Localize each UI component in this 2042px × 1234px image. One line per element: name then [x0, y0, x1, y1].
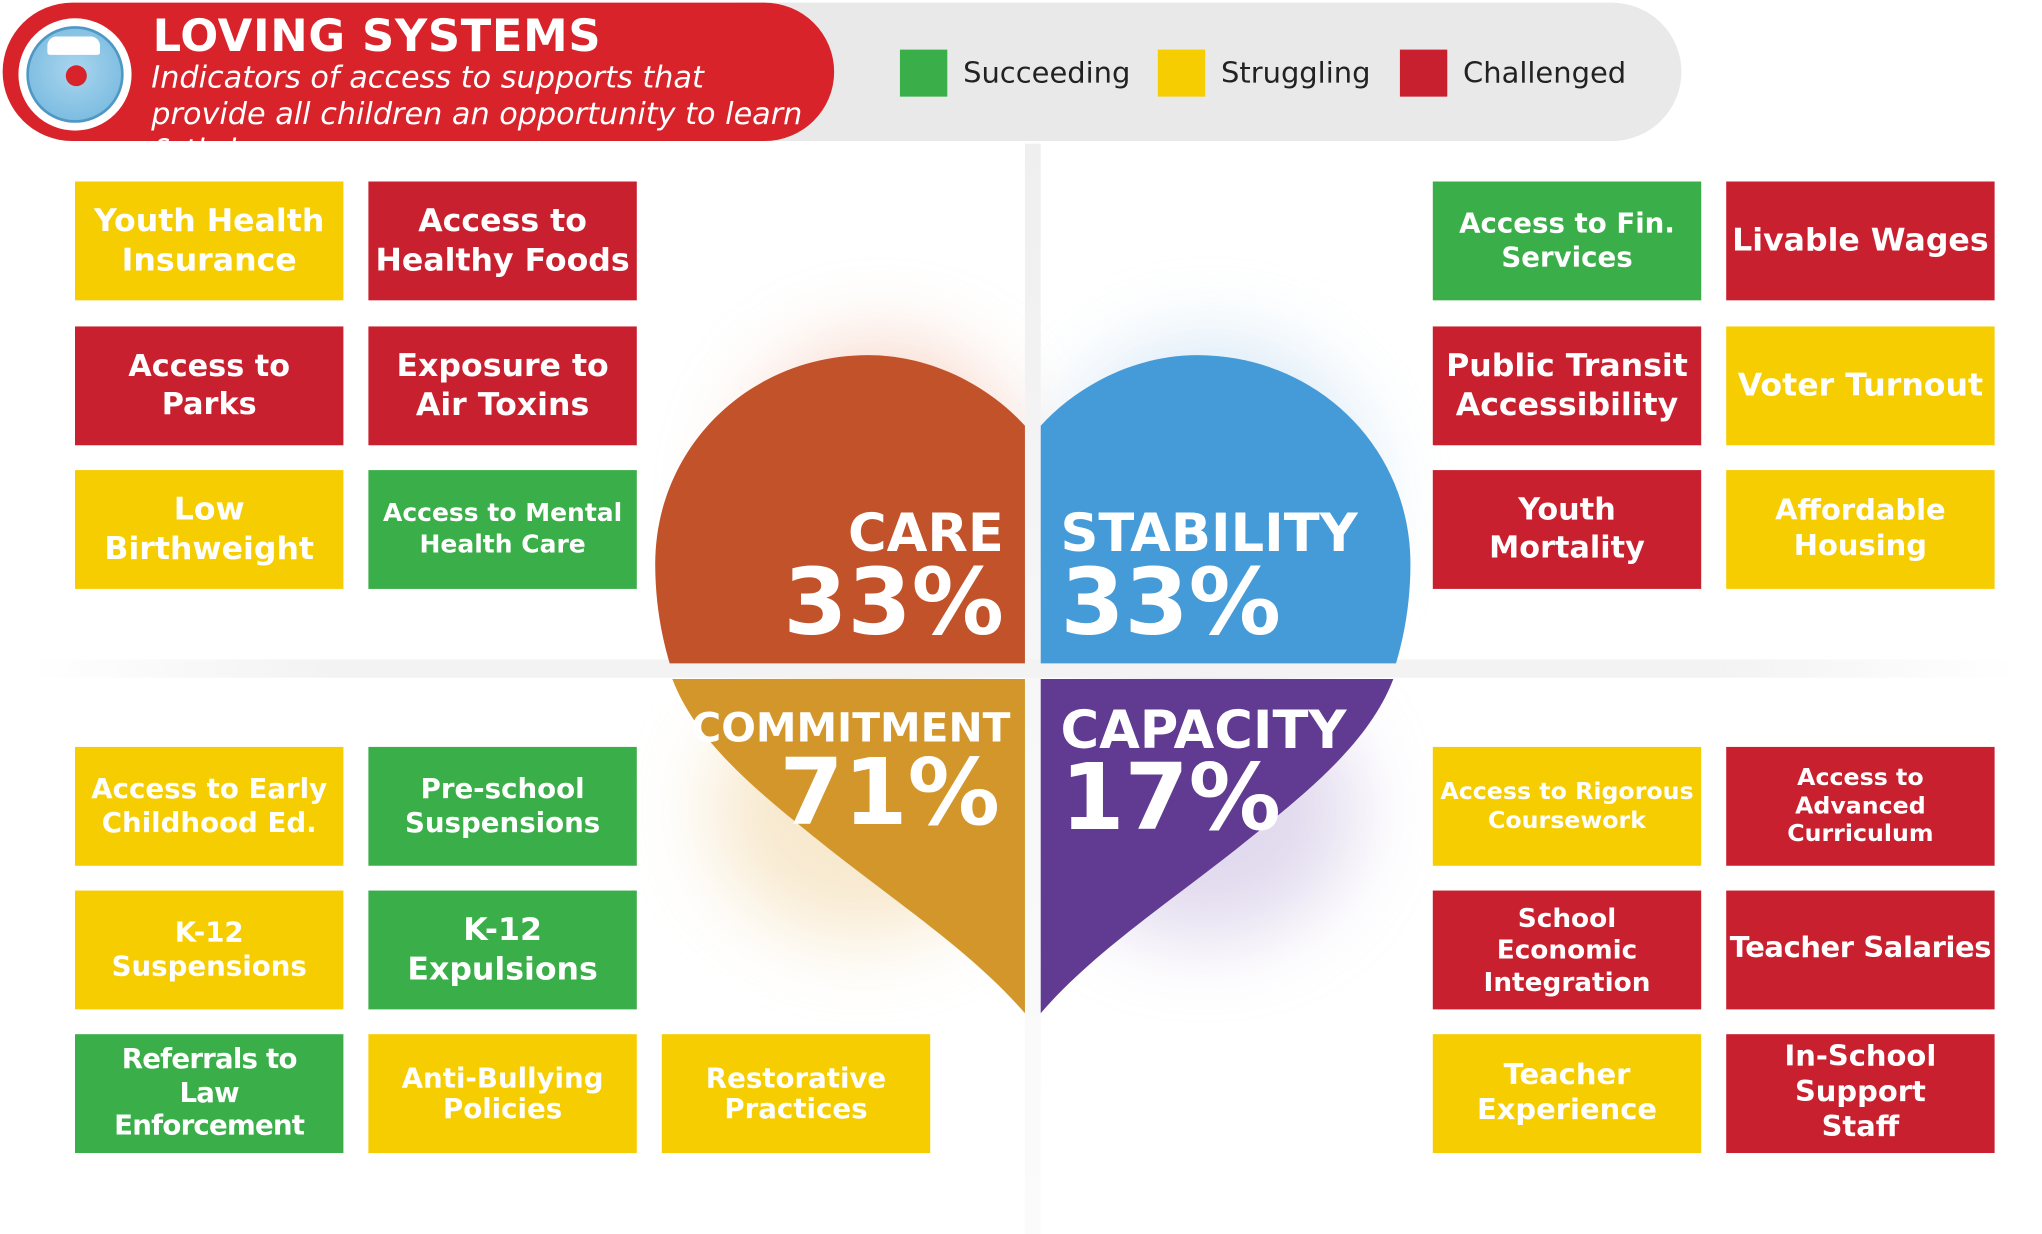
- indicator-tile: Voter Turnout: [1726, 326, 1995, 446]
- vertical-divider: [1024, 143, 1041, 1234]
- heart-stability-quadrant: [1040, 355, 1411, 664]
- legend-item-struggling: Struggling: [1157, 49, 1371, 97]
- indicator-tile: Teacher Salaries: [1726, 890, 1995, 1010]
- indicator-tile: Pre-school Suspensions: [368, 746, 637, 866]
- stability-percent: 33%: [1060, 548, 1281, 656]
- indicator-tile: Access to Parks: [74, 326, 344, 446]
- capacity-label: CAPACITY: [1060, 701, 1347, 762]
- commitment-label: COMMITMENT: [691, 705, 1011, 753]
- heart-commitment-quadrant: [672, 679, 1025, 1014]
- legend-swatch-challenged: [1399, 49, 1448, 97]
- indicator-tile: In-School Support Staff: [1726, 1034, 1995, 1154]
- legend-swatch-struggling: [1157, 49, 1206, 97]
- legend-label: Challenged: [1463, 56, 1627, 90]
- indicator-tile: Access to Mental Health Care: [368, 470, 637, 589]
- indicator-tile: Youth Mortality: [1432, 470, 1702, 589]
- indicator-tile: Public Transit Accessibility: [1432, 326, 1702, 446]
- legend-item-challenged: Challenged: [1399, 49, 1627, 97]
- heart-care-quadrant: [655, 355, 1025, 664]
- indicator-tile: Access to Early Childhood Ed.: [74, 746, 344, 866]
- indicator-tile: K-12 Expulsions: [368, 890, 637, 1010]
- indicator-tile: Exposure to Air Toxins: [368, 326, 637, 446]
- legend-label: Struggling: [1220, 56, 1371, 90]
- indicator-tile: Youth Health Insurance: [74, 181, 344, 301]
- indicator-tile: Livable Wages: [1726, 181, 1995, 301]
- gauge-icon: [47, 36, 100, 55]
- care-label: CARE: [848, 504, 1004, 565]
- care-percent: 33%: [783, 548, 1004, 656]
- horizontal-divider: [26, 659, 2016, 678]
- commitment-percent: 71%: [779, 739, 1000, 847]
- legend-swatch-succeeding: [899, 49, 948, 97]
- indicator-tile: Access to Healthy Foods: [368, 181, 637, 301]
- legend-item-succeeding: Succeeding: [899, 49, 1131, 97]
- page-subtitle: Indicators of access to supports that pr…: [151, 61, 803, 169]
- capacity-percent: 17%: [1060, 744, 1281, 852]
- stability-label: STABILITY: [1060, 504, 1358, 565]
- indicator-tile: School Economic Integration: [1432, 890, 1702, 1010]
- indicator-tile: Access to Rigorous Coursework: [1432, 746, 1702, 866]
- indicator-tile: Low Birthweight: [74, 470, 344, 589]
- indicator-tile: Referrals to Law Enforcement: [74, 1034, 344, 1154]
- page-title: LOVING SYSTEMS: [152, 10, 602, 63]
- indicator-tile: Affordable Housing: [1726, 470, 1995, 589]
- title-banner: LOVING SYSTEMS Indicators of access to s…: [2, 2, 835, 168]
- indicator-tile: Restorative Practices: [661, 1034, 931, 1154]
- badge-dot: [65, 65, 87, 87]
- indicator-tile: Access to Advanced Curriculum: [1726, 746, 1995, 866]
- legend-label: Succeeding: [963, 56, 1131, 90]
- indicator-tile: Access to Fin. Services: [1432, 181, 1702, 301]
- heart-capacity-quadrant: [1040, 679, 1394, 1014]
- indicator-tile: Teacher Experience: [1432, 1034, 1702, 1154]
- indicator-tile: K-12 Suspensions: [74, 890, 344, 1010]
- indicator-tile: Anti-Bullying Policies: [368, 1034, 637, 1154]
- legend-bar: [736, 2, 1682, 142]
